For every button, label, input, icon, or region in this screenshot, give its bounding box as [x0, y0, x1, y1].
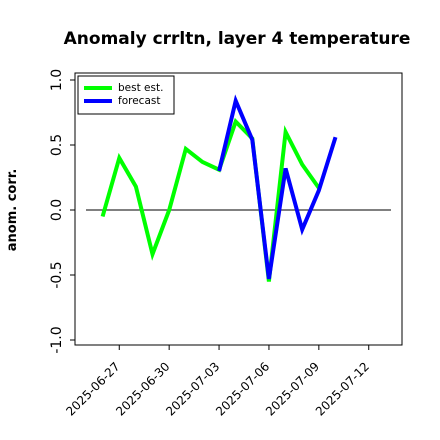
- x-tick-label: 2025-07-12: [313, 359, 372, 418]
- legend: best est.forecast: [77, 75, 175, 115]
- plot-area: [74, 72, 403, 346]
- legend-label: best est.: [118, 82, 163, 94]
- y-axis-label: anom. corr.: [5, 169, 20, 252]
- series-lines: [100, 94, 338, 282]
- y-tick-label: 0.5: [49, 134, 65, 156]
- series-line-best-est: [100, 117, 321, 282]
- y-tick-label: -0.5: [49, 261, 65, 288]
- legend-label: forecast: [118, 95, 160, 107]
- chart-title: Anomaly crrltn, layer 4 temperature: [64, 29, 411, 49]
- legend-box: [77, 75, 175, 115]
- y-axis: 1.0 0.5 0.0 -0.5 -1.0: [49, 69, 75, 354]
- x-axis: 2025-06-272025-06-302025-07-032025-07-06…: [63, 345, 372, 419]
- y-tick-label: 0.0: [49, 199, 65, 221]
- y-tick-label: -1.0: [49, 326, 65, 353]
- series-line-forecast: [217, 94, 338, 280]
- y-tick-label: 1.0: [49, 69, 65, 91]
